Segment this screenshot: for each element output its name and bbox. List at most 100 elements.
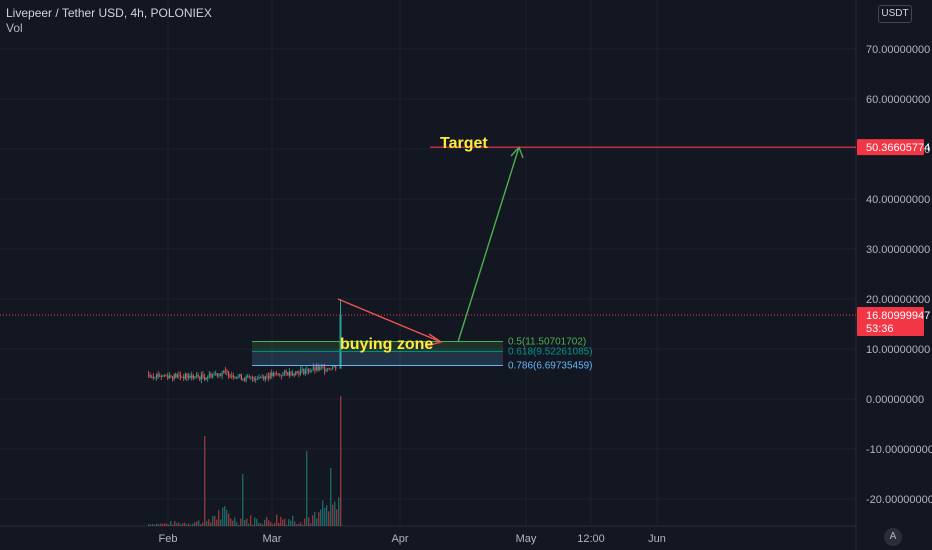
- volume-bar: [172, 524, 174, 526]
- candle-body: [261, 376, 263, 378]
- candle-body: [180, 375, 182, 377]
- volume-bar: [288, 519, 290, 526]
- candle-body: [317, 366, 319, 370]
- time-axis-label: Mar: [263, 533, 282, 545]
- volume-bar: [150, 524, 152, 526]
- candle-body: [240, 374, 242, 380]
- symbol-title[interactable]: Livepeer / Tether USD, 4h, POLONIEX: [6, 6, 212, 20]
- candle-body: [274, 372, 276, 374]
- volume-bar: [254, 517, 256, 526]
- candle-body: [178, 374, 180, 376]
- candle-body: [210, 373, 212, 378]
- candle-body: [256, 379, 258, 380]
- candle-body: [228, 371, 230, 377]
- candle-body: [309, 371, 311, 373]
- volume-bar: [236, 522, 238, 526]
- candle-body: [234, 376, 236, 379]
- candle-body: [156, 374, 158, 379]
- candle-body: [293, 373, 295, 376]
- candle-body: [205, 377, 207, 380]
- volume-bar: [210, 522, 212, 526]
- candle-body: [268, 376, 270, 379]
- volume-bar: [228, 513, 230, 526]
- candle-body: [199, 376, 201, 380]
- candle-body: [244, 378, 246, 381]
- candle-body: [224, 370, 226, 372]
- candle-body: [314, 367, 316, 371]
- volume-bar: [216, 519, 218, 526]
- time-axis-label: 12:00: [577, 533, 605, 545]
- volume-bar: [234, 517, 236, 526]
- candle-body: [327, 368, 329, 371]
- volume-bar: [192, 523, 194, 526]
- candle-body: [197, 374, 199, 377]
- volume-bar: [248, 523, 250, 526]
- volume-bar: [200, 524, 202, 526]
- candle-body: [239, 374, 241, 377]
- candle-body: [231, 375, 233, 377]
- volume-bar: [338, 497, 340, 526]
- volume-bar: [310, 523, 312, 526]
- candle-countdown-label: 53:36: [866, 323, 894, 335]
- volume-bar: [230, 518, 232, 526]
- volume-bar: [176, 523, 178, 526]
- volume-indicator-label[interactable]: Vol: [6, 21, 23, 35]
- volume-bar: [156, 523, 158, 526]
- candle-body: [186, 373, 188, 378]
- volume-bar: [282, 519, 284, 526]
- volume-bar: [336, 509, 338, 526]
- candle-body: [285, 370, 287, 373]
- volume-bar: [284, 518, 286, 526]
- candle-body: [298, 371, 300, 375]
- volume-bar: [226, 509, 228, 526]
- fib-zone-fill: [252, 341, 503, 352]
- candle-body: [260, 377, 262, 379]
- candlestick-series: [148, 299, 342, 384]
- volume-bar: [306, 451, 308, 526]
- candle-body: [324, 366, 326, 371]
- target-arrow-line: [457, 146, 520, 343]
- volume-bar: [290, 520, 292, 526]
- candle-body: [184, 373, 186, 379]
- candle-body: [296, 371, 298, 373]
- volume-bar: [154, 524, 156, 526]
- price-axis-label: 70.00000000: [866, 44, 930, 56]
- volume-bar: [218, 509, 220, 526]
- candle-body: [300, 370, 302, 375]
- candle-body: [212, 374, 214, 378]
- volume-bar: [318, 512, 320, 526]
- volume-bar: [238, 524, 240, 526]
- volume-bar: [302, 524, 304, 526]
- volume-bar: [240, 518, 242, 526]
- volume-bar: [296, 523, 298, 526]
- volume-bar: [276, 514, 278, 526]
- candle-body: [247, 376, 249, 378]
- price-axis-label: 40.00000000: [866, 194, 930, 206]
- volume-bar: [190, 524, 192, 526]
- price-axis-label: -10.00000000: [866, 444, 932, 456]
- time-axis-label: May: [516, 533, 537, 545]
- candle-body: [245, 376, 247, 381]
- candle-body: [160, 376, 162, 377]
- pullback-arrow-line: [337, 298, 442, 343]
- candle-body: [306, 368, 308, 371]
- currency-badge[interactable]: USDT: [878, 5, 912, 23]
- candle-body: [181, 376, 183, 378]
- auto-scale-icon[interactable]: A: [884, 528, 902, 546]
- candle-body: [263, 376, 265, 380]
- volume-bar: [268, 520, 270, 526]
- volume-bar: [242, 474, 244, 526]
- volume-bar: [252, 524, 254, 526]
- volume-bar: [186, 524, 188, 526]
- candle-body: [165, 375, 167, 377]
- volume-bar: [246, 518, 248, 526]
- candle-body: [272, 372, 274, 376]
- candle-body: [172, 376, 174, 379]
- price-axis-label: 0.00000000: [866, 394, 924, 406]
- volume-bar: [272, 524, 274, 526]
- candle-body: [279, 373, 281, 375]
- volume-bar: [308, 517, 310, 526]
- candle-body: [173, 373, 175, 379]
